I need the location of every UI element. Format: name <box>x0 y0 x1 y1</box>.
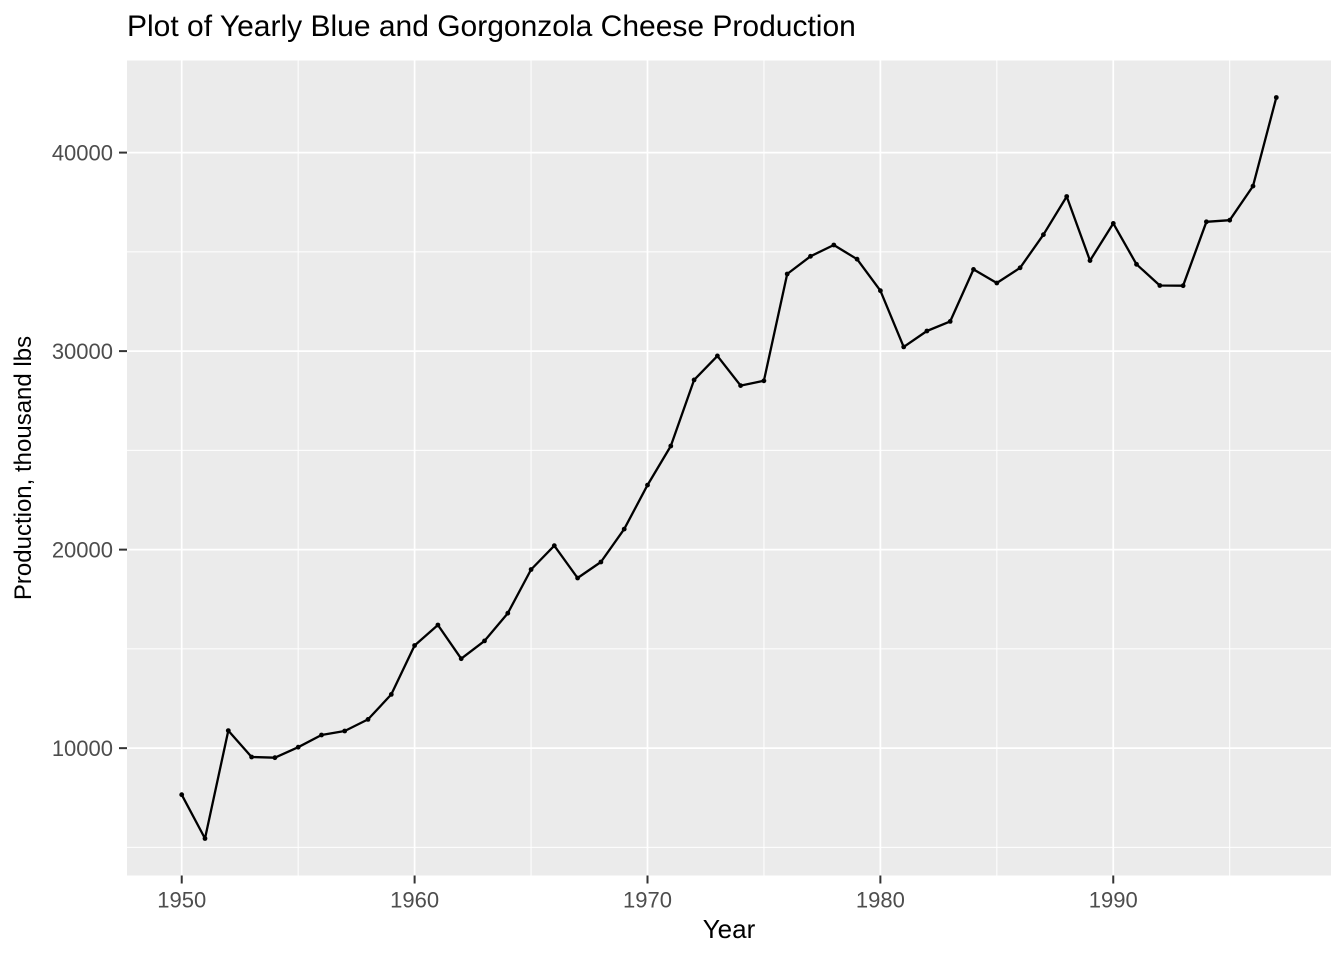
data-point <box>1227 217 1233 223</box>
data-point <box>1134 261 1139 267</box>
data-point <box>1204 219 1209 225</box>
data-point <box>994 280 1000 286</box>
data-point <box>1017 265 1023 271</box>
data-point <box>668 443 674 449</box>
data-point <box>412 643 417 648</box>
data-point <box>1087 258 1093 263</box>
data-point <box>575 575 580 581</box>
plot-panel-background <box>127 60 1331 876</box>
data-point <box>365 717 371 722</box>
data-point <box>342 728 348 734</box>
data-point <box>1250 183 1256 189</box>
data-point <box>947 319 953 324</box>
x-axis-tick-label: 1960 <box>390 888 439 913</box>
data-point <box>924 328 930 334</box>
chart-title: Plot of Yearly Blue and Gorgonzola Chees… <box>127 10 856 43</box>
data-point <box>1180 283 1186 289</box>
data-point <box>435 622 441 628</box>
data-point <box>388 692 394 697</box>
data-point <box>295 744 301 750</box>
data-point <box>551 543 557 549</box>
data-point <box>528 567 534 572</box>
x-axis-tick-label: 1970 <box>623 888 672 913</box>
x-axis-tick-label: 1990 <box>1089 888 1138 913</box>
data-point <box>691 377 697 383</box>
data-point <box>482 638 487 644</box>
data-point <box>1273 95 1279 100</box>
data-point <box>971 267 976 272</box>
x-axis-tick-label: 1950 <box>157 888 206 913</box>
data-point <box>738 383 743 388</box>
data-point <box>505 610 511 616</box>
data-point <box>598 559 604 565</box>
data-point <box>179 792 185 798</box>
data-point <box>319 732 324 738</box>
data-point <box>831 242 837 248</box>
data-point <box>225 728 231 733</box>
data-point <box>272 755 278 761</box>
data-point <box>808 253 813 259</box>
y-axis-tick-label: 40000 <box>52 141 113 166</box>
data-point <box>621 526 627 532</box>
y-axis-tick-label: 30000 <box>52 339 113 364</box>
data-point <box>458 656 464 662</box>
data-point <box>1110 221 1116 226</box>
data-point <box>715 353 720 359</box>
data-point <box>784 271 790 277</box>
data-point <box>878 288 883 294</box>
data-point <box>1041 232 1046 238</box>
data-point <box>249 754 255 760</box>
data-point <box>854 256 860 262</box>
data-point <box>202 836 208 841</box>
data-point <box>645 482 650 488</box>
y-axis-tick-label: 10000 <box>52 736 113 761</box>
y-axis-tick-label: 20000 <box>52 538 113 563</box>
series-line <box>180 96 1278 840</box>
data-point <box>901 344 907 350</box>
data-point <box>761 378 767 384</box>
x-axis-tick-label: 1980 <box>856 888 905 913</box>
x-axis-title: Year <box>702 914 756 944</box>
data-point <box>1064 194 1070 199</box>
data-point <box>1157 283 1163 288</box>
